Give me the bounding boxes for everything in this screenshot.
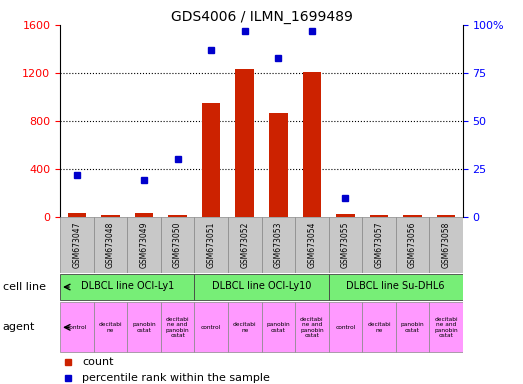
Text: control: control bbox=[335, 325, 356, 330]
Bar bbox=[336, 214, 355, 217]
Bar bbox=[60, 303, 94, 352]
Text: agent: agent bbox=[3, 322, 35, 333]
Bar bbox=[303, 72, 321, 217]
Bar bbox=[362, 217, 396, 273]
Bar bbox=[262, 217, 295, 273]
Text: count: count bbox=[82, 357, 114, 367]
Text: DLBCL line OCI-Ly10: DLBCL line OCI-Ly10 bbox=[212, 281, 311, 291]
Bar bbox=[328, 274, 463, 300]
Bar bbox=[362, 303, 396, 352]
Bar bbox=[195, 217, 228, 273]
Bar bbox=[262, 303, 295, 352]
Bar bbox=[403, 215, 422, 217]
Text: decitabi
ne and
panobin
ostat: decitabi ne and panobin ostat bbox=[166, 317, 189, 338]
Bar bbox=[328, 217, 362, 273]
Bar bbox=[127, 303, 161, 352]
Text: GSM673051: GSM673051 bbox=[207, 222, 215, 268]
Text: GSM673048: GSM673048 bbox=[106, 222, 115, 268]
Bar bbox=[269, 113, 288, 217]
Bar bbox=[127, 217, 161, 273]
Text: GSM673054: GSM673054 bbox=[308, 222, 316, 268]
Text: decitabi
ne and
panobin
ostat: decitabi ne and panobin ostat bbox=[434, 317, 458, 338]
Text: GSM673053: GSM673053 bbox=[274, 222, 283, 268]
Bar bbox=[396, 303, 429, 352]
Text: DLBCL line OCI-Ly1: DLBCL line OCI-Ly1 bbox=[81, 281, 174, 291]
Bar bbox=[295, 303, 328, 352]
Bar bbox=[202, 103, 220, 217]
Text: panobin
ostat: panobin ostat bbox=[401, 322, 424, 333]
Bar bbox=[370, 215, 388, 217]
Bar bbox=[295, 217, 328, 273]
Text: panobin
ostat: panobin ostat bbox=[266, 322, 290, 333]
Text: DLBCL line Su-DHL6: DLBCL line Su-DHL6 bbox=[346, 281, 445, 291]
Text: control: control bbox=[201, 325, 221, 330]
Text: decitabi
ne: decitabi ne bbox=[99, 322, 122, 333]
Bar bbox=[195, 274, 328, 300]
Bar bbox=[235, 70, 254, 217]
Text: GSM673050: GSM673050 bbox=[173, 222, 182, 268]
Text: GSM673058: GSM673058 bbox=[441, 222, 451, 268]
Bar bbox=[168, 215, 187, 217]
Bar bbox=[94, 303, 127, 352]
Bar bbox=[437, 215, 456, 217]
Bar bbox=[396, 217, 429, 273]
Bar bbox=[135, 214, 153, 217]
Text: decitabi
ne and
panobin
ostat: decitabi ne and panobin ostat bbox=[300, 317, 324, 338]
Bar bbox=[195, 303, 228, 352]
Text: GSM673056: GSM673056 bbox=[408, 222, 417, 268]
Bar bbox=[161, 217, 195, 273]
Text: decitabi
ne: decitabi ne bbox=[367, 322, 391, 333]
Text: GSM673052: GSM673052 bbox=[240, 222, 249, 268]
Bar bbox=[60, 217, 94, 273]
Bar bbox=[60, 274, 195, 300]
Bar bbox=[161, 303, 195, 352]
Text: cell line: cell line bbox=[3, 282, 46, 292]
Text: decitabi
ne: decitabi ne bbox=[233, 322, 257, 333]
Bar bbox=[429, 217, 463, 273]
Bar bbox=[101, 215, 120, 217]
Bar bbox=[94, 217, 127, 273]
Bar bbox=[429, 303, 463, 352]
Bar bbox=[228, 303, 262, 352]
Text: GSM673057: GSM673057 bbox=[374, 222, 383, 268]
Text: GSM673055: GSM673055 bbox=[341, 222, 350, 268]
Text: percentile rank within the sample: percentile rank within the sample bbox=[82, 373, 270, 383]
Text: GSM673047: GSM673047 bbox=[72, 222, 82, 268]
Text: panobin
ostat: panobin ostat bbox=[132, 322, 156, 333]
Text: control: control bbox=[67, 325, 87, 330]
Bar bbox=[228, 217, 262, 273]
Title: GDS4006 / ILMN_1699489: GDS4006 / ILMN_1699489 bbox=[170, 10, 353, 24]
Text: GSM673049: GSM673049 bbox=[140, 222, 149, 268]
Bar bbox=[67, 214, 86, 217]
Bar bbox=[328, 303, 362, 352]
